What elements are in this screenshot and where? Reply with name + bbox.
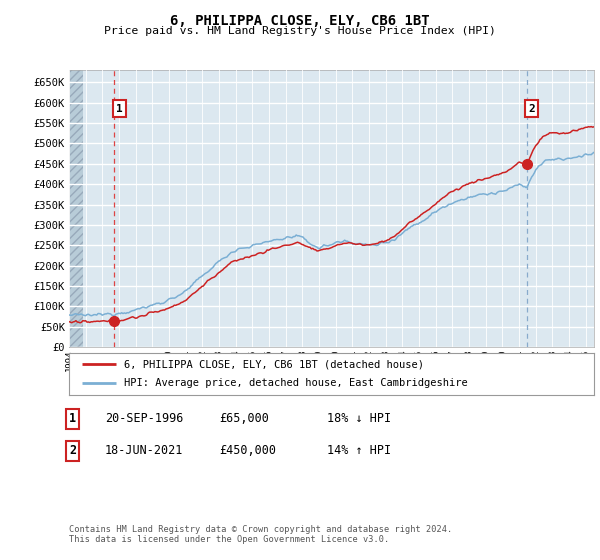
Text: 18% ↓ HPI: 18% ↓ HPI xyxy=(327,412,391,426)
Text: 1: 1 xyxy=(69,412,76,426)
Text: 1: 1 xyxy=(116,104,123,114)
Text: HPI: Average price, detached house, East Cambridgeshire: HPI: Average price, detached house, East… xyxy=(124,379,468,389)
Text: 20-SEP-1996: 20-SEP-1996 xyxy=(105,412,184,426)
Text: Price paid vs. HM Land Registry's House Price Index (HPI): Price paid vs. HM Land Registry's House … xyxy=(104,26,496,36)
Text: £65,000: £65,000 xyxy=(219,412,269,426)
Text: 2: 2 xyxy=(528,104,535,114)
Bar xyxy=(69,70,83,347)
Text: 2: 2 xyxy=(69,444,76,458)
Text: £450,000: £450,000 xyxy=(219,444,276,458)
Text: 6, PHILIPPA CLOSE, ELY, CB6 1BT (detached house): 6, PHILIPPA CLOSE, ELY, CB6 1BT (detache… xyxy=(124,359,424,369)
Text: 18-JUN-2021: 18-JUN-2021 xyxy=(105,444,184,458)
Text: 14% ↑ HPI: 14% ↑ HPI xyxy=(327,444,391,458)
Text: Contains HM Land Registry data © Crown copyright and database right 2024.
This d: Contains HM Land Registry data © Crown c… xyxy=(69,525,452,544)
Text: 6, PHILIPPA CLOSE, ELY, CB6 1BT: 6, PHILIPPA CLOSE, ELY, CB6 1BT xyxy=(170,14,430,28)
